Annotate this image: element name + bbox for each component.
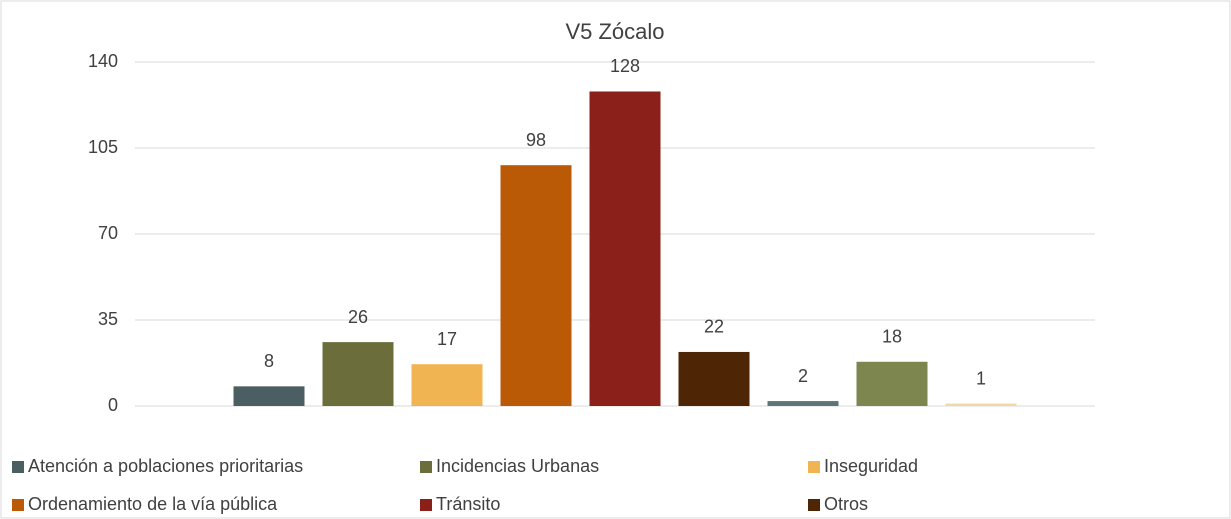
bar bbox=[500, 165, 572, 406]
data-label: 22 bbox=[704, 317, 724, 337]
legend-swatch bbox=[420, 461, 432, 473]
legend-swatch bbox=[12, 499, 24, 511]
data-label: 2 bbox=[798, 366, 808, 386]
data-label: 26 bbox=[348, 307, 368, 327]
legend-label: Incidencias Urbanas bbox=[436, 456, 599, 476]
chart-title: V5 Zócalo bbox=[565, 19, 664, 44]
bar bbox=[945, 403, 1017, 406]
data-label: 17 bbox=[437, 329, 457, 349]
legend-swatch bbox=[808, 499, 820, 511]
legend-label: Ordenamiento de la vía pública bbox=[28, 494, 278, 514]
y-tick-label: 70 bbox=[98, 223, 118, 243]
legend-label: Inseguridad bbox=[824, 456, 918, 476]
legend-swatch bbox=[12, 461, 24, 473]
legend-label: Otros bbox=[824, 494, 868, 514]
bar bbox=[856, 361, 928, 406]
legend-swatch bbox=[420, 499, 432, 511]
bar bbox=[322, 342, 394, 406]
legend-swatch bbox=[808, 461, 820, 473]
data-label: 98 bbox=[526, 130, 546, 150]
y-tick-label: 140 bbox=[88, 51, 118, 71]
bar bbox=[767, 401, 839, 406]
legend-label: Atención a poblaciones prioritarias bbox=[28, 456, 303, 476]
data-label: 8 bbox=[264, 351, 274, 371]
data-label: 1 bbox=[976, 368, 986, 388]
y-tick-label: 35 bbox=[98, 309, 118, 329]
bar bbox=[233, 386, 305, 406]
y-tick-label: 0 bbox=[108, 395, 118, 415]
y-tick-label: 105 bbox=[88, 137, 118, 157]
legend-label: Tránsito bbox=[436, 494, 500, 514]
bar bbox=[678, 351, 750, 406]
data-label: 128 bbox=[610, 56, 640, 76]
bar bbox=[411, 364, 483, 406]
bar bbox=[589, 91, 661, 406]
data-label: 18 bbox=[882, 327, 902, 347]
